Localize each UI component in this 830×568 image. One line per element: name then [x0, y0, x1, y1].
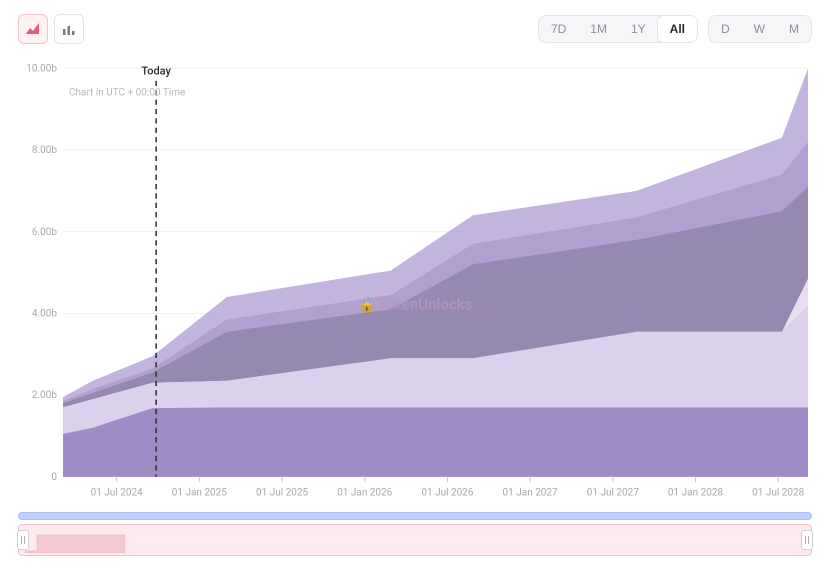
time-scrubber[interactable] — [18, 512, 812, 560]
range-7d[interactable]: 7D — [539, 16, 578, 42]
chart-container: Today Chart in UTC + 00:00 Time 🔒TokenUnl… — [18, 60, 812, 508]
area-view-button[interactable] — [18, 14, 48, 44]
utc-note: Chart in UTC + 00:00 Time — [69, 87, 186, 98]
watermark-lock-icon: 🔒 — [358, 295, 377, 313]
area-chart-icon — [25, 21, 41, 37]
unlock-chart: Today Chart in UTC + 00:00 Time 🔒TokenUnl… — [18, 60, 812, 508]
series-layer1 — [63, 407, 808, 476]
y-tick-label: 6.00b — [32, 227, 57, 238]
today-label: Today — [141, 64, 171, 77]
bar-chart-icon — [61, 21, 77, 37]
scrubber-mini-chart — [25, 527, 125, 553]
scrubber-handle-left[interactable] — [17, 530, 29, 550]
x-tick-label: 01 Jan 2028 — [668, 487, 723, 498]
bar-view-button[interactable] — [54, 14, 84, 44]
x-tick-label: 01 Jul 2025 — [256, 487, 308, 498]
x-tick-label: 01 Jul 2024 — [91, 487, 143, 498]
interval-w[interactable]: W — [742, 16, 777, 42]
y-tick-label: 4.00b — [32, 308, 57, 319]
toolbar: 7D1M1YAll DWM — [18, 14, 812, 44]
x-tick-label: 01 Jul 2026 — [421, 487, 473, 498]
y-tick-label: 8.00b — [32, 145, 57, 156]
range-all[interactable]: All — [658, 16, 697, 42]
interval-m[interactable]: M — [777, 16, 811, 42]
x-tick-label: 01 Jan 2027 — [503, 487, 558, 498]
y-tick-label: 10.00b — [26, 63, 57, 74]
range-1m[interactable]: 1M — [578, 16, 619, 42]
watermark-dot: . — [488, 295, 492, 313]
scrubber-handle-right[interactable] — [801, 530, 813, 550]
x-tick-label: 01 Jan 2025 — [172, 487, 227, 498]
y-tick-label: 2.00b — [32, 390, 57, 401]
y-tick-label: 0 — [51, 472, 57, 483]
x-tick-label: 01 Jul 2027 — [587, 487, 639, 498]
watermark-text: TokenUnlocks — [378, 295, 473, 313]
range-1y[interactable]: 1Y — [619, 16, 658, 42]
x-tick-label: 01 Jan 2026 — [337, 487, 392, 498]
scrubber-overview-bar — [18, 512, 812, 520]
view-switch-group — [18, 14, 84, 44]
time-range-group: 7D1M1YAll — [538, 15, 698, 43]
x-tick-label: 01 Jul 2028 — [752, 487, 804, 498]
interval-group: DWM — [708, 15, 812, 43]
scrubber-track[interactable] — [18, 524, 812, 556]
interval-d[interactable]: D — [709, 16, 742, 42]
